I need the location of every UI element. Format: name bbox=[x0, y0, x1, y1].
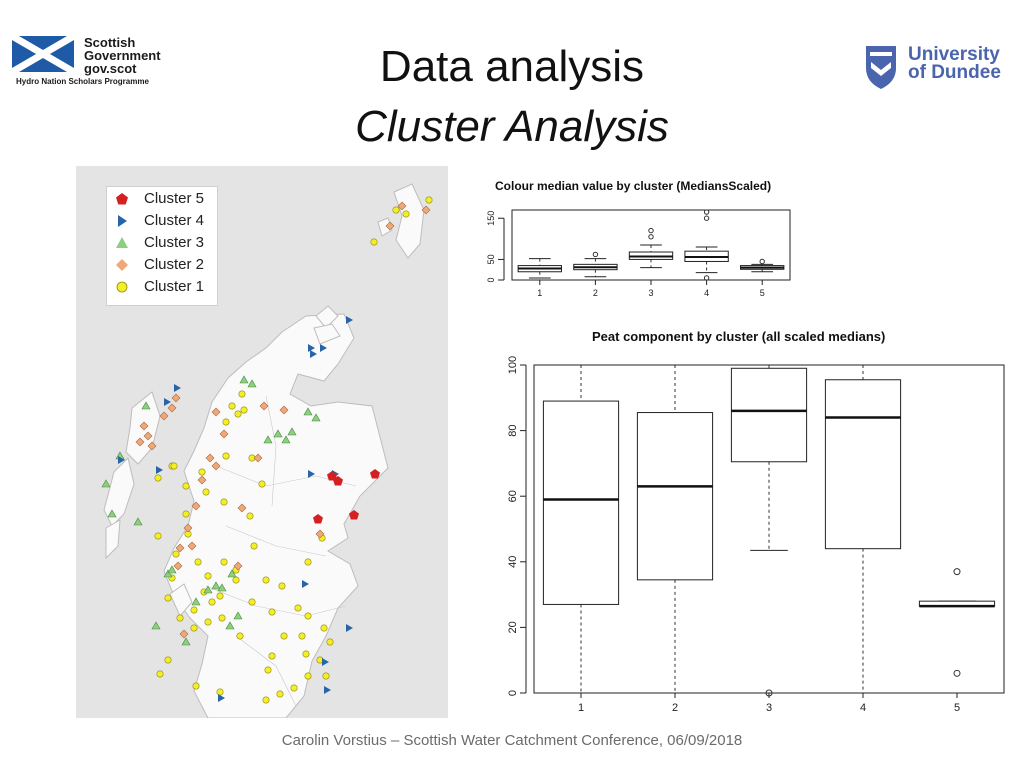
x-tick-label: 3 bbox=[648, 288, 653, 298]
chart-title-colour: Colour median value by cluster (MediansS… bbox=[495, 179, 772, 193]
programme-label: Hydro Nation Scholars Programme bbox=[16, 77, 149, 86]
outlier-point bbox=[953, 669, 961, 677]
y-tick-label: 0 bbox=[486, 277, 496, 282]
box-2 bbox=[636, 412, 714, 581]
x-tick-label: 3 bbox=[766, 702, 772, 714]
outlier-point bbox=[703, 215, 710, 221]
y-tick-label: 60 bbox=[507, 490, 519, 502]
university-shield-icon bbox=[866, 46, 896, 89]
gov-logo-line-3: gov.scot bbox=[84, 61, 137, 76]
outlier-point bbox=[648, 227, 654, 234]
outlier-point bbox=[953, 568, 961, 576]
y-tick-label: 100 bbox=[507, 356, 519, 374]
y-tick-label: 150 bbox=[486, 211, 496, 226]
scottish-government-logo: Scottish Government gov.scot Hydro Natio… bbox=[12, 36, 172, 92]
university-line-1: University bbox=[908, 44, 1000, 65]
circle-icon bbox=[116, 281, 128, 293]
legend-label: Cluster 2 bbox=[144, 256, 205, 273]
legend-item: Cluster 4 bbox=[106, 210, 216, 232]
saltire-flag-icon bbox=[12, 36, 74, 72]
chart-title-peat: Peat component by cluster (all scaled me… bbox=[592, 329, 886, 344]
y-tick-label: 40 bbox=[507, 556, 519, 568]
legend-label: Cluster 1 bbox=[144, 278, 205, 295]
colour-boxplot: 0 50 150 1 2 3 4 5 bbox=[486, 209, 791, 298]
map-image bbox=[101, 183, 433, 718]
footer-caption: Carolin Vorstius – Scottish Water Catchm… bbox=[281, 732, 743, 749]
y-tick-label: 50 bbox=[486, 254, 496, 264]
x-tick-label: 5 bbox=[954, 702, 960, 714]
university-logo: University of Dundee bbox=[864, 44, 1014, 92]
outlier-point bbox=[759, 258, 765, 265]
gov-logo-line-1: Scottish bbox=[84, 35, 136, 50]
legend-item: Cluster 1 bbox=[106, 276, 216, 298]
x-tick-label: 4 bbox=[860, 702, 866, 714]
outlier-point bbox=[703, 275, 710, 281]
pentagon-icon bbox=[116, 193, 128, 205]
legend-item: Cluster 2 bbox=[106, 254, 216, 276]
x-tick-label: 2 bbox=[672, 702, 678, 714]
legend-label: Cluster 3 bbox=[144, 234, 205, 251]
triangle-right-icon bbox=[118, 215, 127, 227]
scotland-cluster-map: Cluster 5 Cluster 4 Cluster 3 Cluster 2 Clus… bbox=[76, 166, 448, 718]
box-3 bbox=[730, 367, 808, 463]
box-1 bbox=[542, 400, 620, 605]
x-tick-label: 5 bbox=[760, 288, 765, 298]
y-tick-label: 0 bbox=[507, 690, 519, 696]
x-tick-label: 4 bbox=[704, 288, 709, 298]
gov-logo-line-2: Government bbox=[84, 48, 161, 63]
page-title: Data analysis bbox=[379, 42, 645, 91]
legend-label: Cluster 5 bbox=[144, 190, 205, 207]
y-tick-label: 80 bbox=[507, 424, 519, 436]
box-4 bbox=[824, 379, 902, 550]
legend-item: Cluster 3 bbox=[106, 232, 216, 254]
outlier-point bbox=[648, 234, 654, 240]
university-line-2: of Dundee bbox=[908, 62, 1001, 83]
diamond-icon bbox=[116, 259, 128, 271]
y-tick-label: 20 bbox=[507, 621, 519, 633]
outlier-point bbox=[592, 251, 599, 258]
legend-item: Cluster 5 bbox=[106, 188, 216, 210]
page-subtitle: Cluster Analysis bbox=[355, 102, 669, 151]
peat-boxplot: 0 20 40 60 80 100 1 2 3 4 5 bbox=[507, 356, 1005, 714]
outlier-point bbox=[703, 209, 710, 215]
legend-label: Cluster 4 bbox=[144, 212, 205, 229]
x-tick-label: 1 bbox=[537, 288, 542, 298]
outlier-point bbox=[765, 689, 773, 697]
x-tick-label: 1 bbox=[578, 702, 584, 714]
x-tick-label: 2 bbox=[593, 288, 598, 298]
triangle-up-icon bbox=[116, 237, 128, 248]
